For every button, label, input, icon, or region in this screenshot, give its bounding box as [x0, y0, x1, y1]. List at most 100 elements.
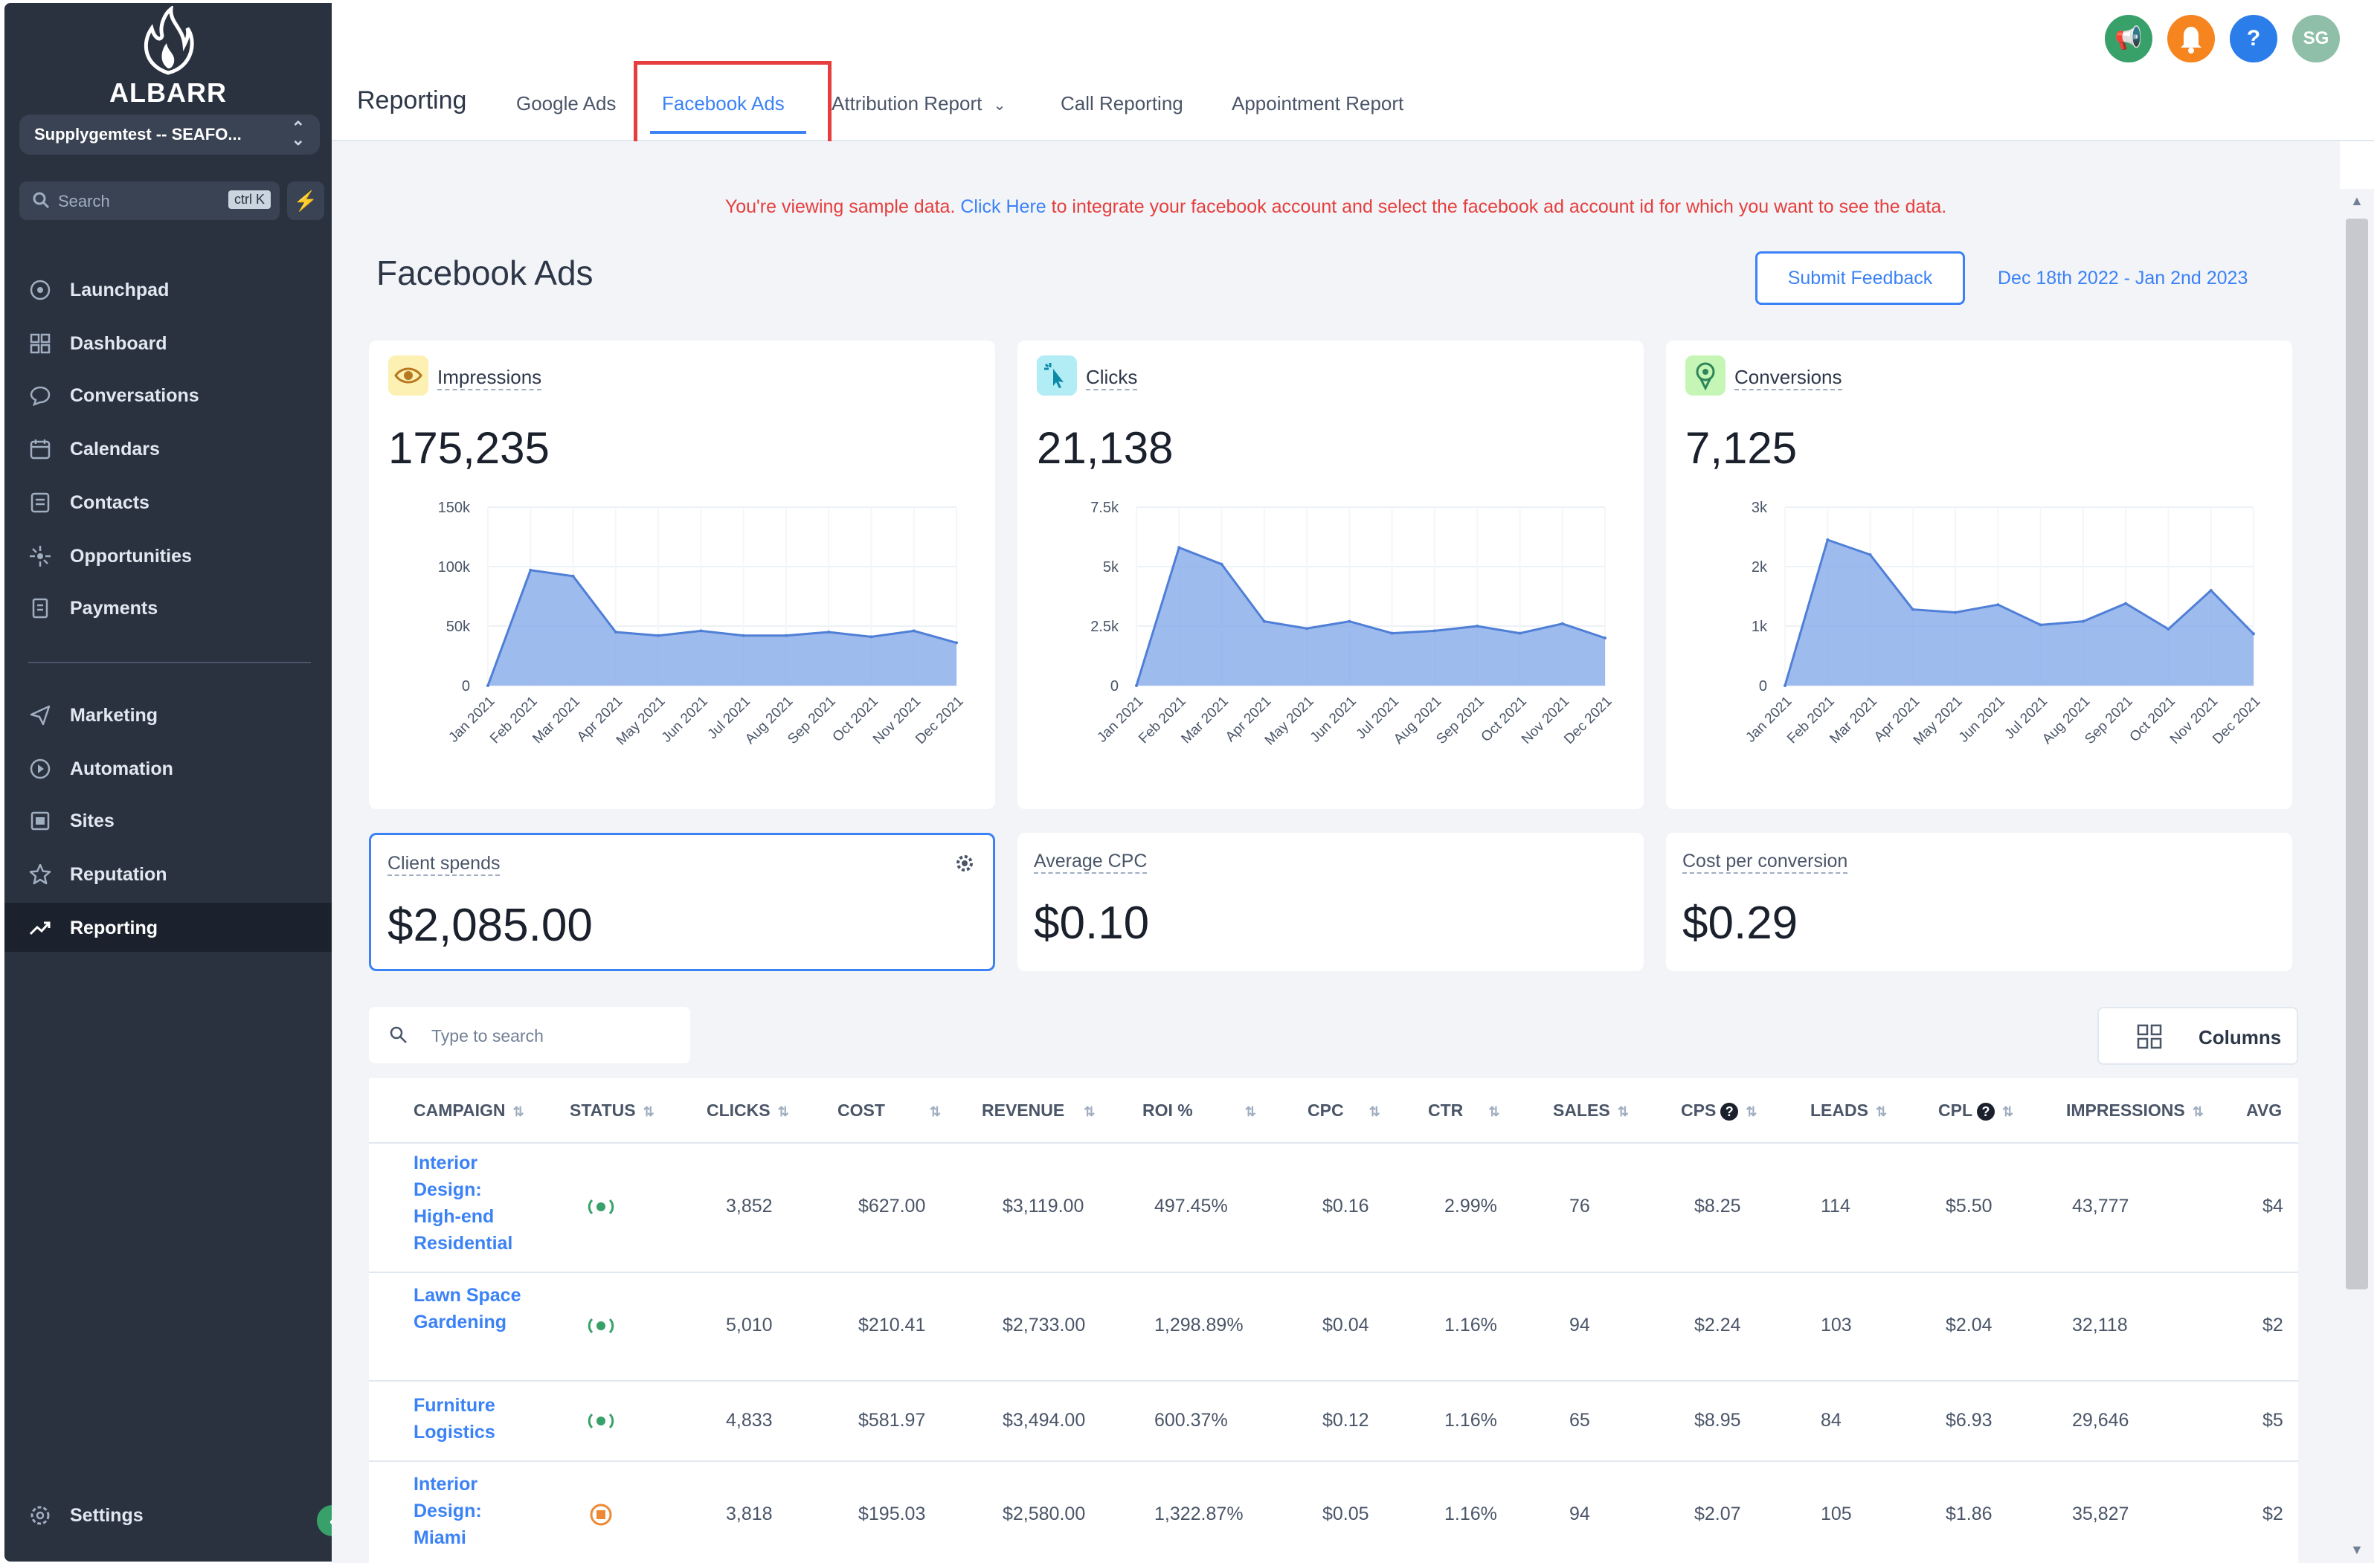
- sidebar-item-payments[interactable]: Payments: [4, 583, 332, 632]
- revenue-value: $3,119.00: [1003, 1196, 1084, 1217]
- search-icon: [33, 192, 50, 209]
- sidebar-item-settings[interactable]: Settings: [4, 1490, 332, 1539]
- column-header-cps[interactable]: CPS? ⇅: [1681, 1101, 1757, 1121]
- revenue-value: $2,580.00: [1003, 1504, 1086, 1524]
- cps-value: $8.25: [1694, 1196, 1741, 1217]
- data-point: [657, 634, 660, 637]
- column-header-avg[interactable]: AVG: [2246, 1101, 2283, 1120]
- sidebar-item-dashboard[interactable]: Dashboard: [4, 318, 332, 367]
- clicks-value: 4,833: [726, 1410, 773, 1431]
- average-cpc-card: Average CPC $0.10: [1017, 833, 1644, 971]
- chart-title: Impressions: [437, 366, 542, 390]
- sidebar-item-label: Contacts: [70, 492, 149, 513]
- paused-status-icon: [590, 1504, 612, 1526]
- integrate-link[interactable]: Click Here: [960, 196, 1046, 217]
- campaign-link[interactable]: Furniture Logistics: [414, 1395, 495, 1443]
- column-header-campaign[interactable]: CAMPAIGN ⇅: [414, 1101, 524, 1120]
- column-header-sales[interactable]: SALES ⇅: [1553, 1101, 1629, 1120]
- sidebar-search[interactable]: Search ctrl K: [19, 181, 280, 220]
- sidebar-item-marketing[interactable]: Marketing: [4, 690, 332, 739]
- campaign-link[interactable]: Lawn Space Gardening: [414, 1285, 521, 1333]
- scroll-up-arrow-icon[interactable]: ▲: [2350, 193, 2364, 208]
- chart-title: Clicks: [1086, 366, 1138, 390]
- tab-label: Attribution Report: [832, 92, 982, 115]
- data-point: [571, 574, 575, 578]
- data-point: [1476, 625, 1479, 628]
- sidebar-item-reputation[interactable]: Reputation: [4, 849, 332, 898]
- campaign-link[interactable]: Interior Design: Miami: [414, 1474, 482, 1548]
- help-icon[interactable]: ?: [2230, 15, 2277, 62]
- sidebar-divider: [28, 662, 311, 663]
- sidebar-item-sites[interactable]: Sites: [4, 796, 332, 845]
- submit-feedback-button[interactable]: Submit Feedback: [1755, 251, 1965, 305]
- sidebar-item-label: Opportunities: [70, 546, 192, 567]
- brand-logo[interactable]: ALBARR: [4, 3, 332, 108]
- sidebar-item-label: Calendars: [70, 439, 160, 460]
- sample-data-notice: You're viewing sample data. Click Here t…: [332, 196, 2340, 218]
- campaign-link[interactable]: Interior Design: High-end Residential: [414, 1153, 513, 1254]
- column-header-cpl[interactable]: CPL? ⇅: [1938, 1101, 2014, 1121]
- sidebar-item-label: Reporting: [70, 918, 158, 938]
- conversions-card: Conversions 7,125 0 1k 2k 3k Jan 2021 Feb 202…: [1666, 341, 2292, 809]
- column-header-revenue[interactable]: REVENUE ⇅: [982, 1101, 1096, 1120]
- tab-call-reporting[interactable]: Call Reporting: [1061, 92, 1183, 115]
- sidebar-item-conversations[interactable]: Conversations: [4, 370, 332, 419]
- announcement-megaphone-icon[interactable]: 📢: [2105, 15, 2152, 62]
- column-header-cost[interactable]: COST ⇅: [837, 1101, 941, 1120]
- data-point: [486, 684, 489, 687]
- sidebar-item-reporting[interactable]: Reporting: [4, 903, 332, 952]
- date-range-picker[interactable]: Dec 18th 2022 - Jan 2nd 2023: [1998, 268, 2248, 289]
- account-switcher[interactable]: Supplygemtest -- SEAFO... ⌃ ⌄: [19, 115, 320, 155]
- column-header-status[interactable]: STATUS ⇅: [570, 1101, 654, 1120]
- avatar[interactable]: SG: [2292, 15, 2340, 62]
- contacts-icon: [30, 492, 50, 513]
- impressions-value: 32,118: [2072, 1315, 2128, 1335]
- cost-value: $195.03: [858, 1504, 926, 1524]
- client-spends-card[interactable]: Client spends $2,085.00: [369, 833, 995, 971]
- sidebar-item-label: Payments: [70, 598, 158, 619]
- table-row[interactable]: Interior Design: Miami 3,818 $195.03 $2,…: [369, 1460, 2298, 1563]
- avg-value: $5: [2262, 1410, 2283, 1431]
- tab-attribution-report[interactable]: Attribution Report ⌄: [832, 92, 1006, 115]
- table-row[interactable]: Interior Design: High-end Residential 3,…: [369, 1142, 2298, 1270]
- y-tick-label: 100k: [438, 559, 471, 576]
- section-title: Reporting: [357, 86, 467, 115]
- table-search-input[interactable]: Type to search: [369, 1007, 690, 1063]
- quick-action-bolt-icon[interactable]: ⚡: [287, 181, 324, 220]
- table-row[interactable]: Lawn Space Gardening 5,010 $210.41 $2,73…: [369, 1272, 2298, 1379]
- page-scrollbar[interactable]: ▲ ▼: [2340, 189, 2374, 1563]
- sidebar-item-label: Reputation: [70, 864, 167, 885]
- data-point: [1220, 562, 1223, 566]
- column-header-leads[interactable]: LEADS ⇅: [1810, 1101, 1888, 1120]
- sidebar-item-launchpad[interactable]: Launchpad: [4, 265, 332, 314]
- column-header-cpc[interactable]: CPC ⇅: [1308, 1101, 1380, 1120]
- cost-value: $627.00: [858, 1196, 926, 1217]
- columns-icon: [2137, 1024, 2162, 1049]
- click-cursor-icon: [1037, 355, 1077, 396]
- column-header-roi[interactable]: ROI % ⇅: [1142, 1101, 1256, 1120]
- gear-icon[interactable]: [954, 853, 975, 874]
- column-header-ctr[interactable]: CTR ⇅: [1428, 1101, 1500, 1120]
- cost-per-conversion-card: Cost per conversion $0.29: [1666, 833, 2292, 971]
- data-point: [1305, 627, 1309, 631]
- tab-appointment-report[interactable]: Appointment Report: [1232, 92, 1404, 115]
- x-tick-label: Jun 2021: [1308, 694, 1360, 746]
- cost-value: $210.41: [858, 1315, 926, 1335]
- sidebar-item-automation[interactable]: Automation: [4, 744, 332, 793]
- clicks-value: 5,010: [726, 1315, 773, 1335]
- column-header-impressions[interactable]: IMPRESSIONS ⇅: [2066, 1101, 2204, 1120]
- series-area: [488, 570, 956, 686]
- column-header-clicks[interactable]: CLICKS ⇅: [707, 1101, 789, 1120]
- tab-facebook-ads[interactable]: Facebook Ads: [662, 92, 785, 115]
- sidebar-item-contacts[interactable]: Contacts: [4, 477, 332, 526]
- bell-icon[interactable]: [2167, 15, 2215, 62]
- scrollbar-thumb[interactable]: [2346, 219, 2368, 1289]
- data-point: [1390, 631, 1394, 635]
- table-row[interactable]: Furniture Logistics 4,833 $581.97 $3,494…: [369, 1380, 2298, 1459]
- scroll-down-arrow-icon[interactable]: ▼: [2350, 1542, 2364, 1557]
- tab-google-ads[interactable]: Google Ads: [516, 92, 617, 115]
- columns-button[interactable]: Columns: [2097, 1007, 2298, 1065]
- sidebar-item-calendars[interactable]: Calendars: [4, 424, 332, 473]
- sidebar-item-opportunities[interactable]: Opportunities: [4, 531, 332, 580]
